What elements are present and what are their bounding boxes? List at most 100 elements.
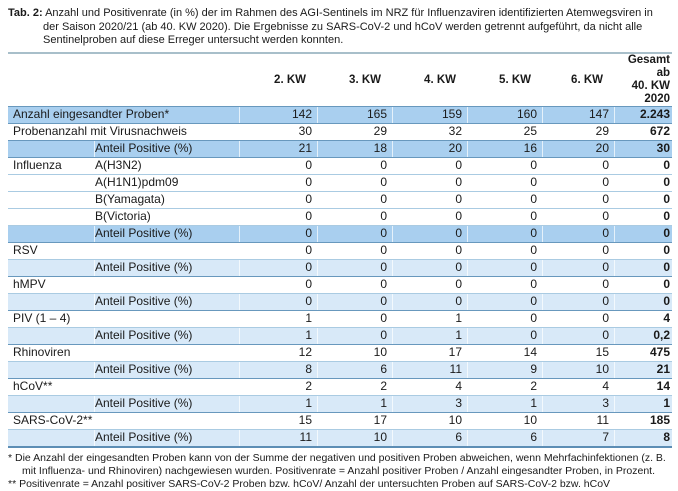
row-sublabel-cell: Anteil Positive (%) [95,360,240,378]
value-cell: 0 [318,156,393,174]
data-table: 2. KW 3. KW 4. KW 5. KW 6. KW Gesamt ab … [8,51,672,448]
table-row: RSV 0 0 0 0 0 0 [8,241,672,259]
gesamt-value-cell: 8 [615,428,672,447]
value-cell: 10 [318,343,393,361]
value-cell: 0 [393,292,468,310]
value-cell: 15 [543,343,615,361]
caption-label: Tab. 2: [8,7,43,19]
value-cell: 29 [318,122,393,140]
row-label-cell [8,224,95,242]
table-row: B(Victoria) 0 0 0 0 0 0 [8,207,672,225]
gesamt-value-cell: 0,2 [615,326,672,344]
value-cell: 10 [318,428,393,447]
gesamt-value-cell: 0 [615,292,672,310]
value-cell: 0 [468,326,543,344]
value-cell: 1 [240,394,318,412]
footnote-1: * Die Anzahl der eingesandten Proben kan… [8,451,666,477]
value-cell: 14 [468,343,543,361]
row-sublabel-cell: Anteil Positive (%) [95,326,240,344]
value-cell: 0 [318,292,393,310]
value-cell: 10 [468,411,543,429]
value-cell: 159 [393,105,468,123]
value-cell: 21 [240,139,318,157]
value-cell: 0 [543,292,615,310]
table-row: hCoV** 2 2 4 2 4 14 [8,377,672,395]
table-row: Anteil Positive (%) 1 1 3 1 3 1 [8,394,672,412]
value-cell: 0 [393,207,468,225]
value-cell: 12 [240,343,318,361]
value-cell: 11 [240,428,318,447]
value-cell: 0 [543,224,615,242]
column-header-kw6: 6. KW [543,52,615,107]
table-row: PIV (1 – 4) 1 0 1 0 0 4 [8,309,672,327]
value-cell: 0 [318,224,393,242]
row-sublabel-cell: Anteil Positive (%) [95,428,240,447]
value-cell: 20 [543,139,615,157]
value-cell: 10 [393,411,468,429]
gesamt-value-cell: 0 [615,207,672,225]
column-header-gesamt: Gesamt ab 40. KW 2020 [615,52,672,107]
gesamt-value-cell: 0 [615,173,672,191]
column-header-kw4: 4. KW [393,52,468,107]
value-cell: 0 [543,258,615,276]
value-cell: 0 [393,258,468,276]
value-cell: 0 [543,156,615,174]
column-header-kw3: 3. KW [318,52,393,107]
value-cell: 0 [318,173,393,191]
value-cell: 0 [240,207,318,225]
gesamt-value-cell: 30 [615,139,672,157]
value-cell: 1 [240,309,318,327]
value-cell: 0 [240,292,318,310]
gesamt-value-cell: 0 [615,275,672,293]
value-cell: 0 [543,309,615,327]
row-sublabel-cell: Anteil Positive (%) [95,139,240,157]
value-cell: 1 [393,326,468,344]
gesamt-value-cell: 0 [615,224,672,242]
value-cell: 0 [240,241,318,259]
table-row: Anteil Positive (%) 0 0 0 0 0 0 [8,224,672,242]
value-cell: 4 [393,377,468,395]
value-cell: 6 [318,360,393,378]
value-cell: 18 [318,139,393,157]
table-row: A(H1N1)pdm09 0 0 0 0 0 0 [8,173,672,191]
value-cell: 7 [543,428,615,447]
value-cell: 1 [393,309,468,327]
row-label-cell [8,139,95,157]
gesamt-value-cell: 21 [615,360,672,378]
table-row: Anteil Positive (%) 1 0 1 0 0 0,2 [8,326,672,344]
value-cell: 0 [543,190,615,208]
row-sublabel-cell: Anteil Positive (%) [95,394,240,412]
table-row: Anteil Positive (%) 11 10 6 6 7 8 [8,428,672,447]
value-cell: 17 [393,343,468,361]
value-cell: 0 [240,173,318,191]
table-body: Anzahl eingesandter Proben* 142 165 159 160 1… [8,105,672,447]
gesamt-value-cell: 672 [615,122,672,140]
value-cell: 0 [240,275,318,293]
value-cell: 20 [393,139,468,157]
value-cell: 0 [240,156,318,174]
value-cell: 0 [393,190,468,208]
value-cell: 0 [468,224,543,242]
value-cell: 0 [318,326,393,344]
value-cell: 0 [468,309,543,327]
gesamt-value-cell: 1 [615,394,672,412]
table-row: Influenza A(H3N2) 0 0 0 0 0 0 [8,156,672,174]
value-cell: 0 [393,156,468,174]
value-cell: 32 [393,122,468,140]
value-cell: 165 [318,105,393,123]
value-cell: 17 [318,411,393,429]
gesamt-header-line2: 40. KW 2020 [631,79,670,105]
value-cell: 11 [543,411,615,429]
row-sublabel-cell: B(Victoria) [95,207,240,225]
table-row: Anteil Positive (%) 21 18 20 16 20 30 [8,139,672,157]
value-cell: 29 [543,122,615,140]
row-label-cell: PIV (1 – 4) [8,309,240,327]
table-row: Anteil Positive (%) 0 0 0 0 0 0 [8,292,672,310]
value-cell: 2 [318,377,393,395]
value-cell: 3 [393,394,468,412]
value-cell: 0 [318,258,393,276]
row-sublabel-cell: Anteil Positive (%) [95,292,240,310]
caption-text: Anzahl und Positivenrate (in %) der im R… [43,7,653,46]
value-cell: 11 [393,360,468,378]
table-row: hMPV 0 0 0 0 0 0 [8,275,672,293]
